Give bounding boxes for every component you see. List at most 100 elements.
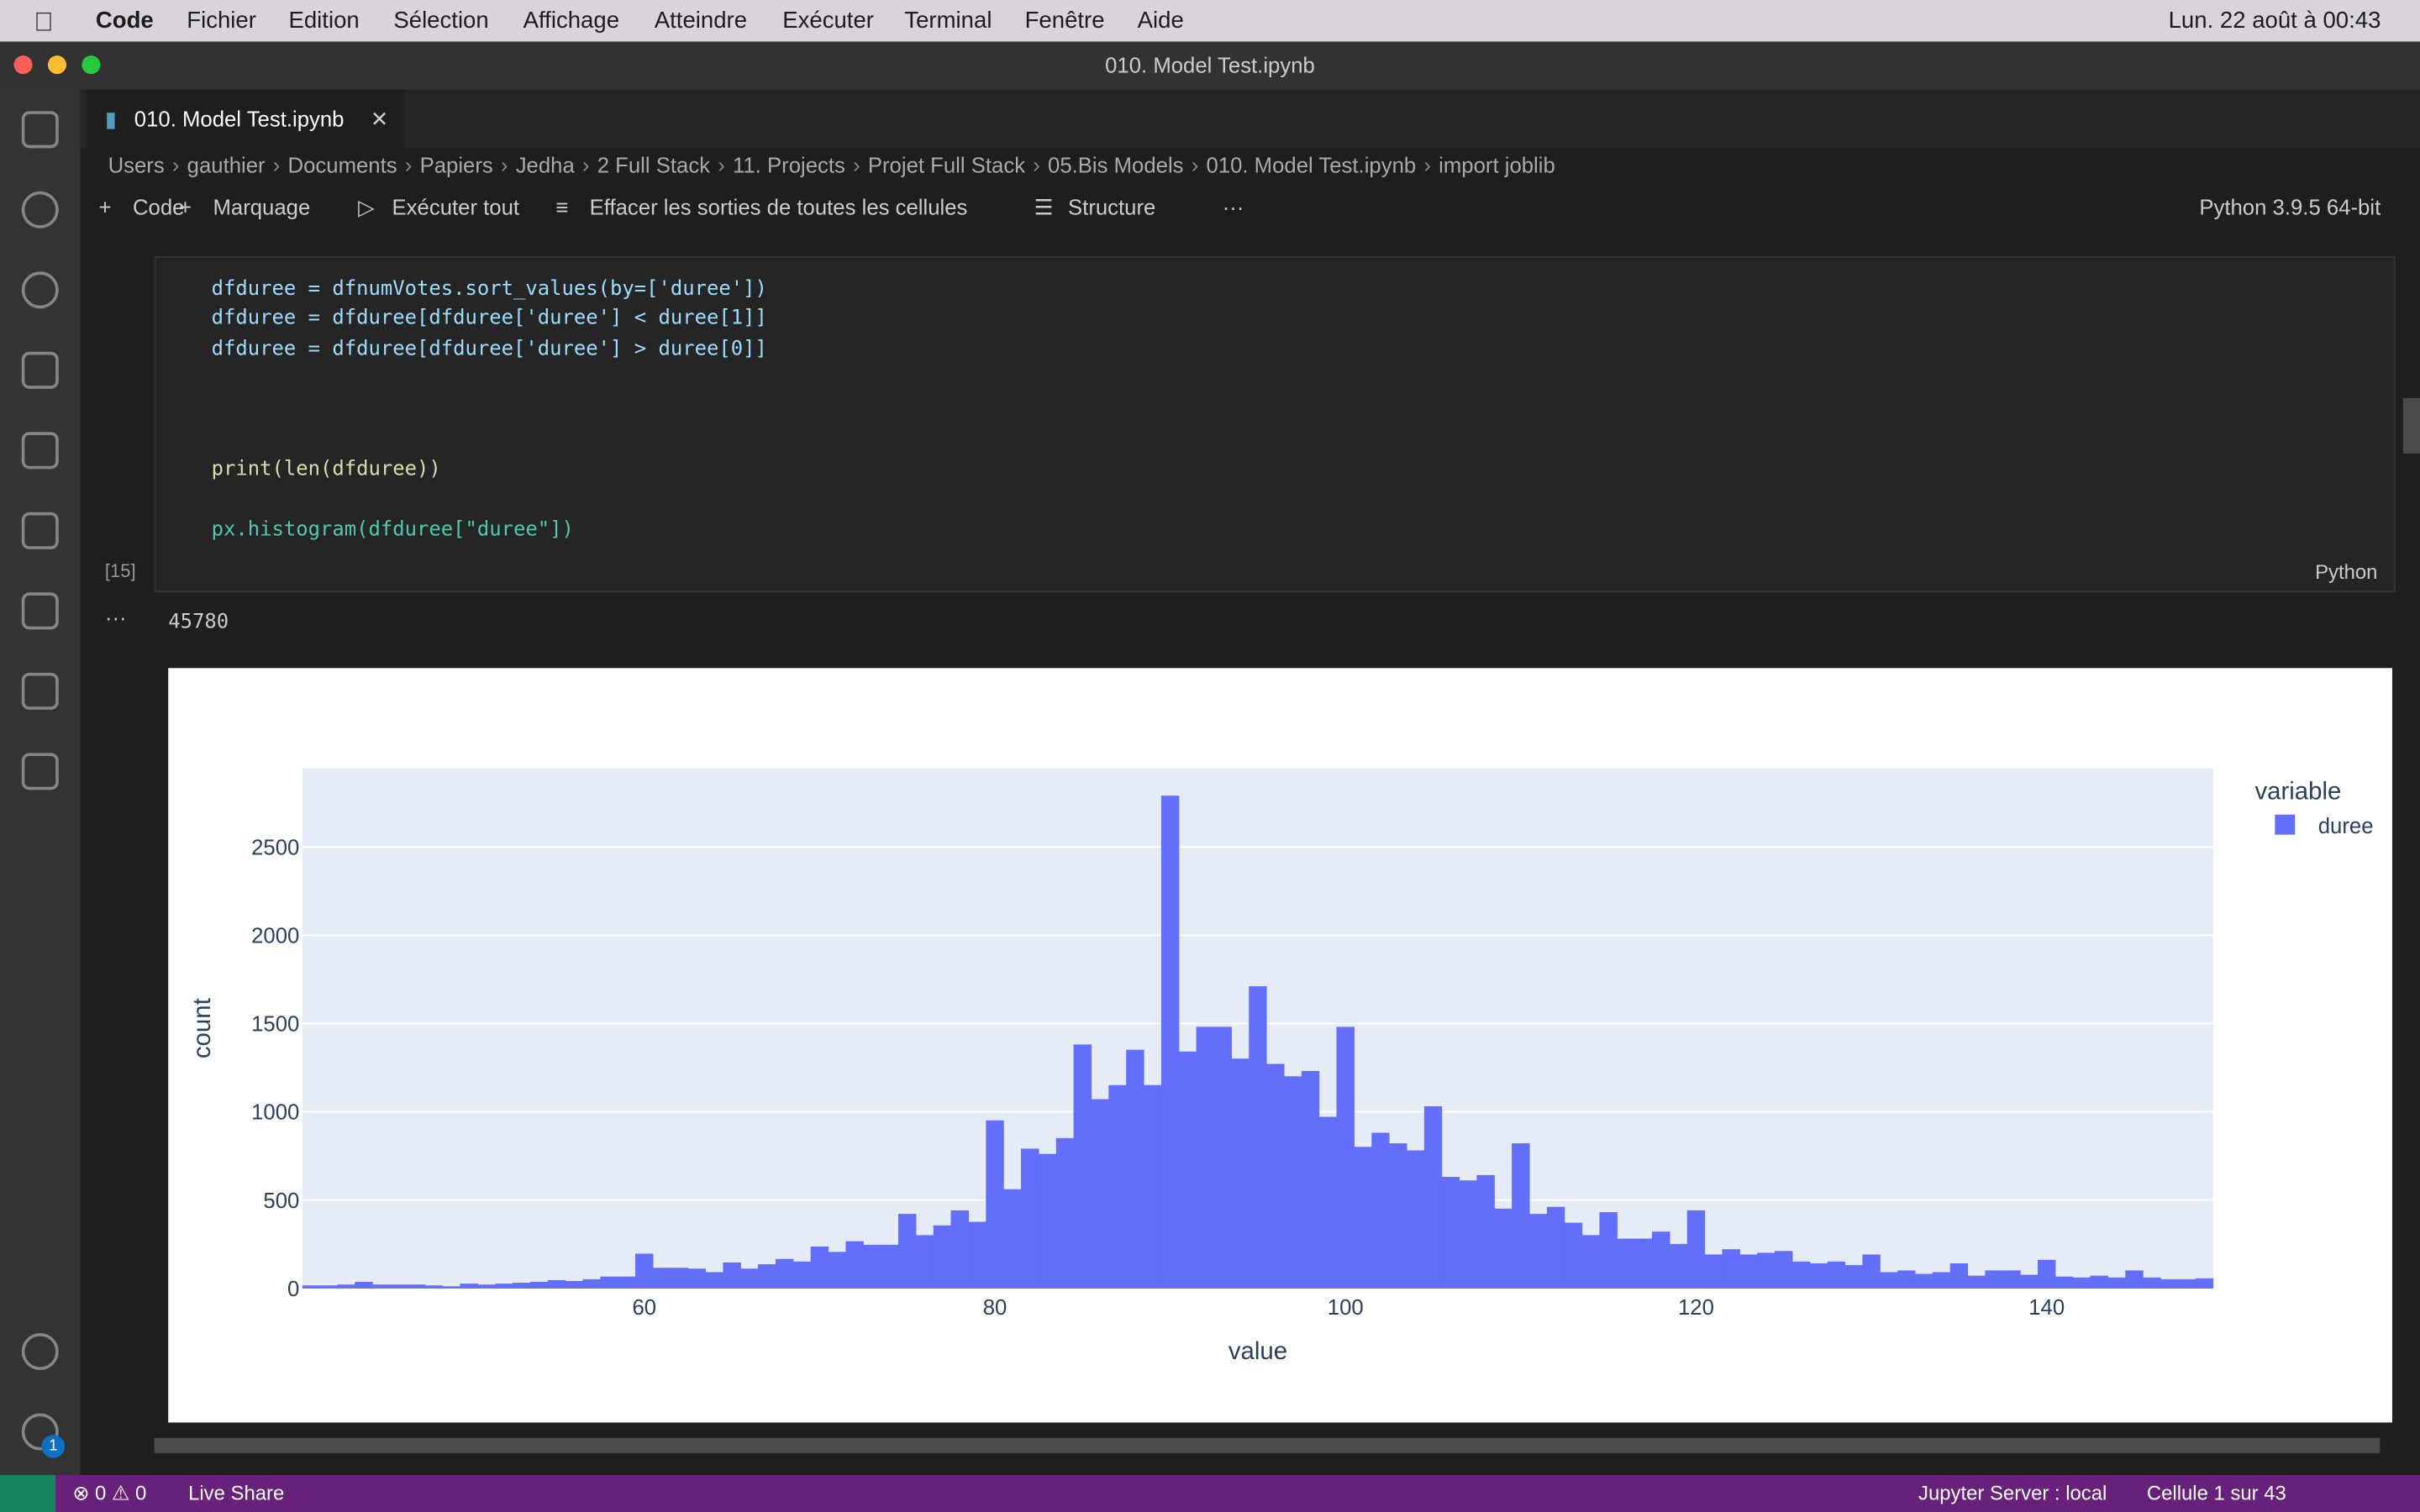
histogram-bar: [1494, 1208, 1512, 1289]
histogram-bar: [1985, 1270, 2003, 1289]
remote-indicator[interactable]: [0, 1474, 56, 1512]
histogram-bar: [337, 1284, 355, 1289]
warning-count: 0: [134, 1481, 147, 1504]
clock: Lun. 22 août à 00:43: [2168, 8, 2381, 34]
histogram-bar: [1476, 1174, 1495, 1289]
histogram-bar: [1249, 986, 1267, 1289]
app-menu[interactable]: Code: [95, 8, 154, 34]
histogram-bar: [2020, 1274, 2039, 1289]
histogram-bar: [863, 1244, 881, 1289]
problems[interactable]: ⊗ 0 ⚠ 0: [72, 1481, 147, 1504]
histogram-bar: [723, 1262, 741, 1289]
menu-item[interactable]: Affichage: [523, 8, 620, 34]
histogram-bar: [968, 1221, 986, 1289]
histogram-bar: [1529, 1214, 1548, 1289]
tab-label: 010. Model Test.ipynb: [134, 106, 345, 132]
histogram-bar: [618, 1276, 636, 1289]
breadcrumb-item[interactable]: import joblib: [1439, 152, 1555, 178]
breadcrumb-item[interactable]: Users: [108, 152, 165, 178]
toolbar-button[interactable]: Code: [132, 194, 185, 219]
histogram-bar: [600, 1276, 618, 1289]
live-share-icon[interactable]: [21, 672, 59, 710]
histogram-bar: [1178, 1051, 1197, 1289]
scm-icon[interactable]: [21, 271, 59, 309]
breadcrumb-item[interactable]: 2 Full Stack: [597, 152, 711, 178]
histogram-bar: [2160, 1278, 2179, 1289]
menu-item[interactable]: Atteindre: [654, 8, 748, 34]
breadcrumb-item[interactable]: 11. Projects: [733, 152, 845, 178]
breadcrumb-item[interactable]: 05.Bis Models: [1048, 152, 1184, 178]
histogram-bar: [460, 1284, 478, 1289]
kernel-picker[interactable]: Python 3.9.5 64-bit: [2199, 194, 2381, 219]
horizontal-scrollbar[interactable]: [154, 1437, 2381, 1454]
histogram-bar: [1283, 1076, 1302, 1289]
cell-language[interactable]: Python: [2315, 559, 2378, 584]
settings-icon[interactable]: [21, 1413, 59, 1451]
y-tick-label: 2500: [251, 837, 299, 860]
menu-item[interactable]: Exécuter: [782, 8, 874, 34]
menu-item[interactable]: Sélection: [393, 8, 489, 34]
histogram-bar: [898, 1214, 917, 1289]
breadcrumb-item[interactable]: Projet Full Stack: [867, 152, 1026, 178]
menu-item[interactable]: Terminal: [904, 8, 992, 34]
histogram-bar: [1914, 1273, 1933, 1289]
close-button[interactable]: [13, 55, 33, 75]
toolbar-button[interactable]: Exécuter tout: [392, 194, 520, 219]
histogram-bar: [1546, 1206, 1565, 1289]
histogram-bar: [1318, 1116, 1338, 1289]
accounts-icon[interactable]: [21, 1332, 59, 1371]
histogram-bar: [1581, 1235, 1601, 1289]
histogram-bar: [442, 1286, 461, 1289]
explorer-icon[interactable]: [21, 111, 59, 149]
histogram-bar: [1967, 1275, 1986, 1289]
histogram-bar: [1459, 1180, 1477, 1289]
cell-position[interactable]: Cellule 1 sur 43: [2146, 1481, 2286, 1504]
menu-item[interactable]: Aide: [1137, 8, 1184, 34]
breadcrumb-item[interactable]: 010. Model Test.ipynb: [1206, 152, 1417, 178]
toolbar-button[interactable]: Marquage: [213, 194, 311, 219]
breadcrumb-item[interactable]: Jedha: [515, 152, 575, 178]
histogram-bar: [1599, 1212, 1618, 1289]
histogram-bar: [390, 1284, 408, 1289]
docker-icon[interactable]: [21, 753, 59, 790]
zoom-button[interactable]: [82, 55, 101, 75]
tab-close[interactable]: ✕: [370, 106, 389, 132]
code-line: dfduree = dfduree[dfduree['duree'] > dur…: [211, 338, 767, 361]
live-share[interactable]: Live Share: [188, 1481, 285, 1504]
toolbar-more[interactable]: ···: [1222, 194, 1244, 219]
code-cell[interactable]: [154, 255, 2396, 593]
toolbar-button[interactable]: Structure: [1068, 194, 1156, 219]
breadcrumb-separator: ›: [1191, 152, 1199, 178]
status-bar: ⊗ 0 ⚠ 0 Live Share Jupyter Server : loca…: [0, 1474, 2420, 1512]
code-line: px.histogram(dfduree["duree"]): [211, 518, 574, 542]
settings-badge: 1: [41, 1435, 66, 1458]
menu-item[interactable]: Edition: [288, 8, 360, 34]
output-menu[interactable]: ···: [104, 605, 127, 630]
menu-item[interactable]: Fenêtre: [1024, 8, 1105, 34]
breadcrumb-item[interactable]: Documents: [287, 152, 397, 178]
histogram-bar: [635, 1253, 654, 1289]
editor-tab[interactable]: ▮ 010. Model Test.ipynb ✕: [86, 89, 405, 149]
histogram-bar: [1949, 1263, 1969, 1289]
remote-icon[interactable]: [21, 512, 59, 549]
code-line: dfduree = dfnumVotes.sort_values(by=['du…: [211, 277, 767, 302]
histogram-bar: [670, 1268, 689, 1289]
debug-icon[interactable]: [21, 351, 59, 389]
extensions-icon[interactable]: [21, 432, 59, 470]
minimize-button[interactable]: [47, 55, 66, 75]
apple-menu[interactable]: : [34, 8, 53, 39]
breadcrumb-item[interactable]: gauthier: [187, 152, 266, 178]
jupyter-server[interactable]: Jupyter Server : local: [1918, 1481, 2107, 1504]
x-tick-label: 60: [632, 1296, 656, 1320]
histogram-bar: [1144, 1084, 1162, 1289]
breadcrumb-item[interactable]: Papiers: [419, 152, 493, 178]
toolbar-icon: +: [179, 194, 192, 219]
menu-item[interactable]: Fichier: [187, 8, 256, 34]
search-icon[interactable]: [21, 191, 59, 228]
histogram-bar: [1757, 1252, 1776, 1289]
testing-icon[interactable]: [21, 592, 59, 630]
histogram-bar: [1880, 1272, 1898, 1289]
toolbar-button[interactable]: Effacer les sorties de toutes les cellul…: [589, 194, 968, 219]
histogram-bar: [529, 1282, 549, 1289]
vertical-scrollbar[interactable]: [2402, 397, 2420, 454]
